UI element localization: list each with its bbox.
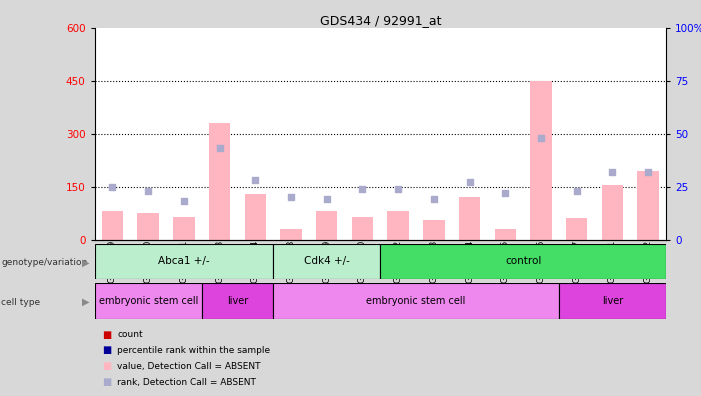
Text: embryonic stem cell: embryonic stem cell <box>99 296 198 306</box>
Point <box>107 183 118 190</box>
Bar <box>173 217 195 240</box>
Bar <box>273 244 380 279</box>
Bar <box>102 211 123 240</box>
Bar <box>388 211 409 240</box>
Bar <box>566 218 587 240</box>
Bar <box>601 185 623 240</box>
Point <box>500 190 511 196</box>
Bar <box>245 194 266 240</box>
Text: ▶: ▶ <box>82 297 89 307</box>
Point <box>178 198 189 205</box>
Text: control: control <box>505 256 541 267</box>
Bar <box>459 197 480 240</box>
Bar <box>202 283 273 319</box>
Bar <box>95 244 273 279</box>
Bar <box>137 213 159 240</box>
Point <box>285 194 297 200</box>
Text: genotype/variation: genotype/variation <box>1 258 88 267</box>
Bar <box>209 123 231 240</box>
Point <box>142 188 154 194</box>
Bar <box>95 283 202 319</box>
Point <box>643 169 654 175</box>
Point <box>536 135 547 141</box>
Point <box>464 179 475 186</box>
Bar <box>280 229 301 240</box>
Point <box>393 186 404 192</box>
Point <box>214 145 225 152</box>
Point <box>321 196 332 202</box>
Text: ■: ■ <box>102 361 111 371</box>
Point <box>428 196 440 202</box>
Bar <box>423 220 444 240</box>
Text: Abca1 +/-: Abca1 +/- <box>158 256 210 267</box>
Text: cell type: cell type <box>1 298 41 307</box>
Bar <box>380 244 666 279</box>
Text: ■: ■ <box>102 377 111 387</box>
Text: count: count <box>117 330 143 339</box>
Text: percentile rank within the sample: percentile rank within the sample <box>117 346 270 355</box>
Text: rank, Detection Call = ABSENT: rank, Detection Call = ABSENT <box>117 378 256 386</box>
Bar <box>352 217 373 240</box>
Bar <box>316 211 337 240</box>
Text: ■: ■ <box>102 345 111 356</box>
Bar <box>637 171 659 240</box>
Bar <box>273 283 559 319</box>
Bar <box>559 283 666 319</box>
Text: ▶: ▶ <box>82 257 89 268</box>
Point <box>607 169 618 175</box>
Point <box>571 188 583 194</box>
Point <box>250 177 261 183</box>
Text: embryonic stem cell: embryonic stem cell <box>367 296 465 306</box>
Bar <box>494 229 516 240</box>
Text: Cdk4 +/-: Cdk4 +/- <box>304 256 350 267</box>
Text: value, Detection Call = ABSENT: value, Detection Call = ABSENT <box>117 362 261 371</box>
Text: ■: ■ <box>102 329 111 340</box>
Text: liver: liver <box>227 296 248 306</box>
Title: GDS434 / 92991_at: GDS434 / 92991_at <box>320 13 441 27</box>
Text: liver: liver <box>601 296 623 306</box>
Bar <box>530 81 552 240</box>
Point <box>357 186 368 192</box>
